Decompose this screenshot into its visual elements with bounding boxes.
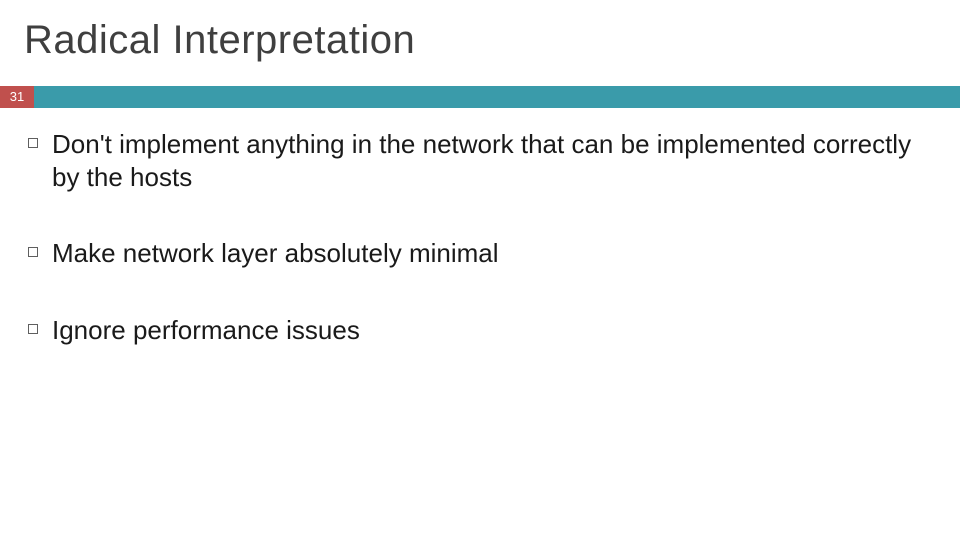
bullet-text: Ignore performance issues xyxy=(52,314,360,347)
bullet-text: Make network layer absolutely minimal xyxy=(52,237,499,270)
list-item: Ignore performance issues xyxy=(28,314,930,347)
bullet-list: Don't implement anything in the network … xyxy=(28,128,930,390)
bullet-text: Don't implement anything in the network … xyxy=(52,128,930,193)
list-item: Make network layer absolutely minimal xyxy=(28,237,930,270)
list-item: Don't implement anything in the network … xyxy=(28,128,930,193)
slide: Radical Interpretation 31 Don't implemen… xyxy=(0,0,960,540)
square-bullet-icon xyxy=(28,138,38,148)
slide-title: Radical Interpretation xyxy=(24,18,415,63)
square-bullet-icon xyxy=(28,247,38,257)
accent-bar-teal xyxy=(34,86,960,108)
page-number: 31 xyxy=(0,86,34,108)
square-bullet-icon xyxy=(28,324,38,334)
accent-bar xyxy=(0,86,960,108)
